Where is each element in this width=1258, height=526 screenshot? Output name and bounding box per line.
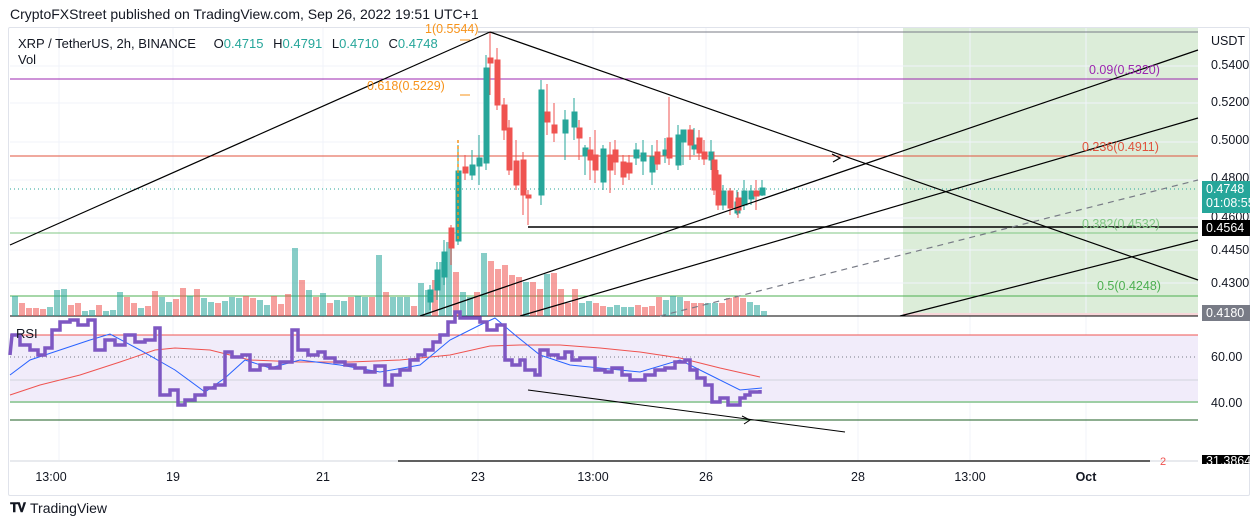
tradingview-logo-icon: 𝐓𝐕 bbox=[10, 500, 26, 515]
fib-label-1: 1(0.5544) bbox=[425, 22, 479, 36]
rsi-tick-60: 60.00 bbox=[1211, 350, 1243, 364]
dashed-projection bbox=[659, 179, 1199, 317]
fib-label-0236: 0.236(0.4911) bbox=[1082, 140, 1159, 154]
rsi-divergence-line bbox=[527, 389, 846, 433]
open-value: 0.4715 bbox=[223, 36, 264, 51]
bar-countdown: 01:08:55 bbox=[1206, 196, 1255, 210]
volume-label[interactable]: Vol bbox=[18, 52, 37, 67]
brand-name: TradingView bbox=[30, 500, 108, 516]
base-zone bbox=[903, 313, 1198, 316]
support-price-badge: 0.4564 bbox=[1202, 220, 1250, 236]
volume-bars bbox=[12, 242, 767, 316]
rsi-ma-red bbox=[9, 344, 761, 396]
rsi-ma-blue bbox=[9, 317, 763, 393]
base-price-badge: 0.4180 bbox=[1202, 305, 1250, 321]
chart-legend: XRP / TetherUS, 2h, BINANCE O0.4715 H0.4… bbox=[18, 36, 438, 51]
rsi-tick-40: 40.00 bbox=[1211, 396, 1243, 410]
symbol-label[interactable]: XRP / TetherUS, 2h, BINANCE bbox=[18, 36, 196, 51]
trend-lines bbox=[9, 31, 1199, 317]
rsi-label[interactable]: RSI bbox=[16, 326, 38, 341]
low-value: 0.4710 bbox=[339, 36, 379, 51]
fib-label-0618: 0.618(0.5229) bbox=[367, 79, 445, 93]
fib-label-009: 0.09(0.5320) bbox=[1089, 63, 1160, 77]
rsi-value-badge: 31.3864 bbox=[1202, 455, 1250, 464]
high-value: 0.4791 bbox=[282, 36, 323, 51]
last-price-badge: 0.4748 01:08:55 bbox=[1202, 181, 1255, 213]
fib-label-05: 0.5(0.4248) bbox=[1097, 279, 1161, 293]
close-value: 0.4748 bbox=[397, 36, 438, 51]
rsi-marker: 2 bbox=[1160, 456, 1166, 468]
published-caption: CryptoFXStreet published on TradingView.… bbox=[10, 6, 479, 22]
footer-brand[interactable]: 𝐓𝐕 TradingView bbox=[10, 500, 107, 516]
currency-label: USDT bbox=[1211, 34, 1246, 48]
candles bbox=[427, 32, 766, 310]
fib-label-0382: 0.382(0.4532) bbox=[1082, 217, 1160, 231]
rsi-line bbox=[8, 310, 762, 407]
projection-zone bbox=[903, 28, 1198, 316]
